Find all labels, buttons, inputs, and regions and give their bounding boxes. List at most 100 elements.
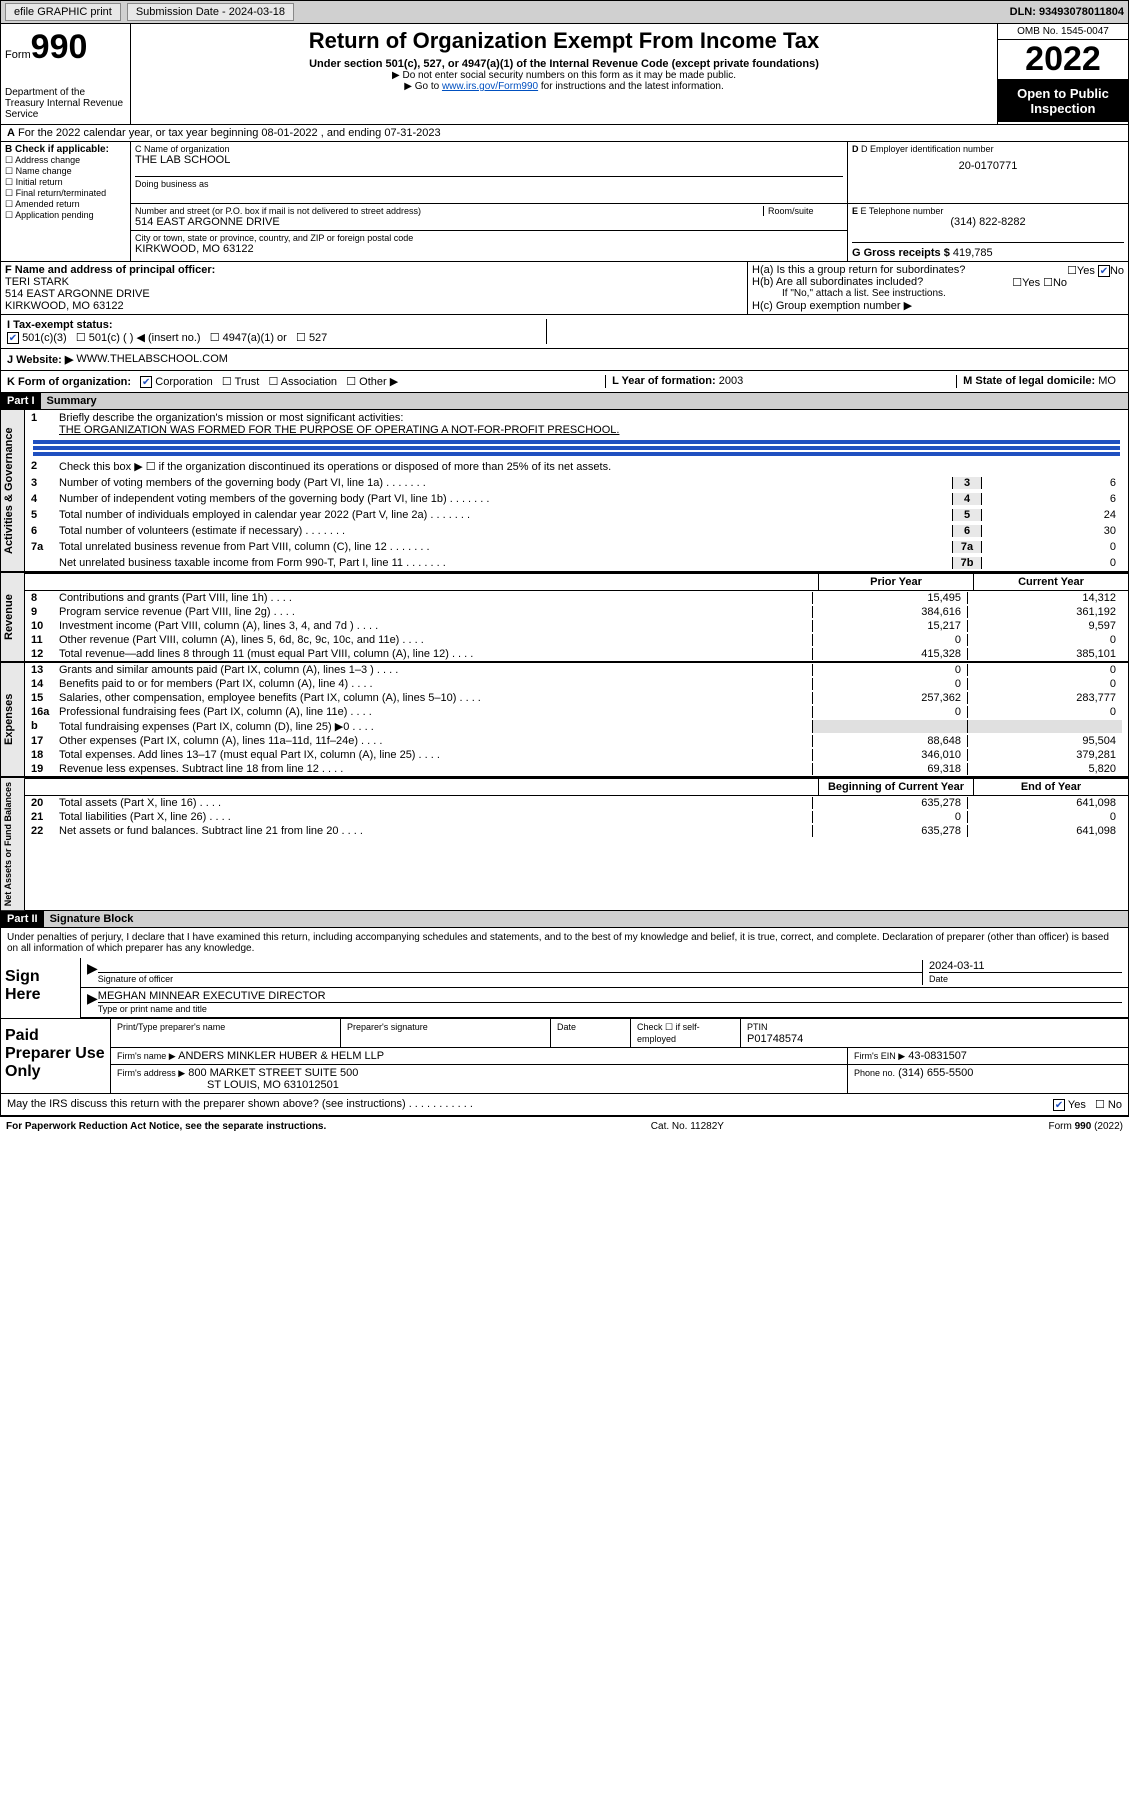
signature-block: Under penalties of perjury, I declare th… [0,928,1129,1019]
web-row: J Website: ▶ WWW.THELABSCHOOL.COM [0,349,1129,371]
summary-line: 9Program service revenue (Part VIII, lin… [25,605,1128,619]
part2-header: Part IISignature Block [0,911,1129,928]
discuss-row: May the IRS discuss this return with the… [0,1094,1129,1116]
revenue-tab: Revenue [1,573,25,661]
note2: ▶ Go to www.irs.gov/Form990 for instruct… [139,81,989,92]
website: WWW.THELABSCHOOL.COM [76,353,228,366]
b-item: ☐ Address change [5,155,126,166]
tax-year: 2022 [998,40,1128,80]
summary-line: 21Total liabilities (Part X, line 26) . … [25,810,1128,824]
form-title: Return of Organization Exempt From Incom… [139,28,989,54]
irs-link[interactable]: www.irs.gov/Form990 [442,81,538,92]
summary-line: 7aTotal unrelated business revenue from … [25,539,1128,555]
officer-addr1: 514 EAST ARGONNE DRIVE [5,288,150,300]
ptin: P01748574 [747,1033,803,1045]
firm-addr2: ST LOUIS, MO 631012501 [117,1079,339,1091]
form-number: 990 [31,28,88,66]
declaration: Under penalties of perjury, I declare th… [1,928,1128,958]
summary-line: 6Total number of volunteers (estimate if… [25,523,1128,539]
firm-name: ANDERS MINKLER HUBER & HELM LLP [178,1050,384,1062]
efile-btn[interactable]: efile GRAPHIC print [5,3,121,21]
dln: DLN: 93493078011804 [1010,6,1124,18]
summary-line: 11Other revenue (Part VIII, column (A), … [25,633,1128,647]
part1-header: Part ISummary [0,393,1129,410]
year-formation: 2003 [719,375,743,387]
title-box: Return of Organization Exempt From Incom… [131,24,998,124]
telephone: (314) 822-8282 [852,216,1124,228]
section-b-d: B Check if applicable: ☐ Address change … [0,142,1129,262]
period-row: A For the 2022 calendar year, or tax yea… [0,125,1129,142]
form-box: Form990 Department of the Treasury Inter… [1,24,131,124]
firm-phone: (314) 655-5500 [898,1067,973,1079]
b-item: ☐ Application pending [5,210,126,221]
form-footer: Form 990 (2022) [1049,1121,1123,1132]
officer-signed-name: MEGHAN MINNEAR EXECUTIVE DIRECTOR [98,990,1122,1003]
note1: ▶ Do not enter social security numbers o… [139,70,989,81]
open-inspection: Open to Public Inspection [998,80,1128,122]
submission-btn[interactable]: Submission Date - 2024-03-18 [127,3,294,21]
ein-cell: D D Employer identification number 20-01… [848,142,1128,203]
col-b: B Check if applicable: ☐ Address change … [1,142,131,261]
street-address: 514 EAST ARGONNE DRIVE [135,216,843,228]
summary-line: 10Investment income (Part VIII, column (… [25,619,1128,633]
b-header: B Check if applicable: [5,144,126,155]
tele-cell: E E Telephone number (314) 822-8282 G Gr… [848,204,1128,261]
cat-no: Cat. No. 11282Y [651,1121,724,1132]
h-section: H(a) Is this a group return for subordin… [748,262,1128,314]
summary-body: Activities & Governance 1Briefly describ… [0,410,1129,572]
b-item: ☐ Initial return [5,177,126,188]
city-state-zip: KIRKWOOD, MO 63122 [135,243,843,255]
top-bar: efile GRAPHIC print Submission Date - 20… [0,0,1129,24]
form-subtitle: Under section 501(c), 527, or 4947(a)(1)… [139,58,989,70]
preparer-label: Paid Preparer Use Only [1,1019,111,1093]
b-item: ☐ Amended return [5,199,126,210]
netassets-tab: Net Assets or Fund Balances [1,778,25,910]
officer-name: TERI STARK [5,276,69,288]
col-cd: C Name of organization THE LAB SCHOOL Do… [131,142,1128,261]
preparer-section: Paid Preparer Use Only Print/Type prepar… [0,1019,1129,1094]
summary-line: 8Contributions and grants (Part VIII, li… [25,591,1128,605]
summary-line: 18Total expenses. Add lines 13–17 (must … [25,748,1128,762]
k-row: K Form of organization: ✔ Corporation ☐ … [0,371,1129,393]
officer-addr2: KIRKWOOD, MO 63122 [5,300,124,312]
summary-line: 19Revenue less expenses. Subtract line 1… [25,762,1128,776]
expenses-tab: Expenses [1,663,25,776]
expenses-section: Expenses 13Grants and similar amounts pa… [0,662,1129,777]
domicile-state: MO [1098,375,1116,387]
form-header: Form990 Department of the Treasury Inter… [0,24,1129,125]
addr-cell: Number and street (or P.O. box if mail i… [131,204,848,261]
netassets-section: Net Assets or Fund Balances Beginning of… [0,777,1129,911]
summary-line: 17Other expenses (Part IX, column (A), l… [25,734,1128,748]
summary-line: 13Grants and similar amounts paid (Part … [25,663,1128,677]
mission: THE ORGANIZATION WAS FORMED FOR THE PURP… [59,424,619,436]
dept-label: Department of the Treasury Internal Reve… [5,87,126,120]
org-name-cell: C Name of organization THE LAB SCHOOL Do… [131,142,848,203]
summary-line: 12Total revenue—add lines 8 through 11 (… [25,647,1128,661]
status-row: I Tax-exempt status: ✔ 501(c)(3) ☐ 501(c… [0,315,1129,349]
f-row: F Name and address of principal officer:… [0,262,1129,315]
b-item: ☐ Final return/terminated [5,188,126,199]
revenue-section: Revenue Prior YearCurrent Year 8Contribu… [0,572,1129,662]
b-item: ☐ Name change [5,166,126,177]
summary-line: 16aProfessional fundraising fees (Part I… [25,705,1128,719]
501c3-check: ✔ [7,332,19,344]
sig-date: 2024-03-11 [929,960,1122,973]
summary-line: 3Number of voting members of the governi… [25,475,1128,491]
year-box: OMB No. 1545-0047 2022 Open to Public In… [998,24,1128,124]
pra-notice: For Paperwork Reduction Act Notice, see … [6,1121,326,1132]
org-name: THE LAB SCHOOL [135,154,843,166]
activities-tab: Activities & Governance [1,410,25,571]
summary-line: 15Salaries, other compensation, employee… [25,691,1128,705]
ein: 20-0170771 [852,154,1124,178]
footer: For Paperwork Reduction Act Notice, see … [0,1116,1129,1136]
form-label: Form [5,49,31,61]
summary-line: 5Total number of individuals employed in… [25,507,1128,523]
firm-ein: 43-0831507 [908,1050,967,1062]
summary-line: Net unrelated business taxable income fr… [25,555,1128,571]
gross-receipts: 419,785 [953,247,993,259]
omb: OMB No. 1545-0047 [998,24,1128,40]
sign-here-label: Sign Here [1,958,81,1018]
summary-line: 4Number of independent voting members of… [25,491,1128,507]
summary-line: 22Net assets or fund balances. Subtract … [25,824,1128,838]
summary-line: 20Total assets (Part X, line 16) . . . .… [25,796,1128,810]
